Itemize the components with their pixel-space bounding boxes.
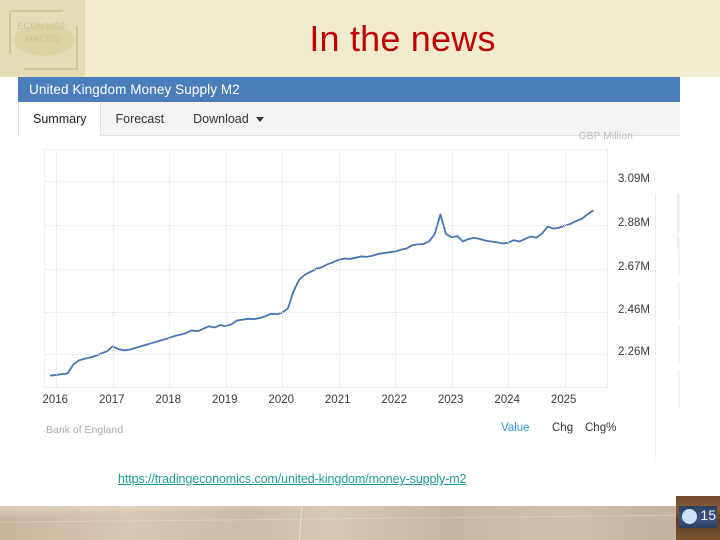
footer-seam-horizontal xyxy=(0,514,720,523)
widget-header: United Kingdom Money Supply M2 xyxy=(18,77,680,102)
y-axis-tick-label: 2.46M xyxy=(618,304,650,317)
logo-ghost-shape xyxy=(14,24,74,56)
tab-download-label: Download xyxy=(193,111,249,126)
rail-divider-line-secondary xyxy=(677,194,678,249)
measure-chg-label: Chg xyxy=(552,422,574,434)
logo-bracket-top-left xyxy=(9,10,63,54)
footer-seam-diagonal xyxy=(298,506,303,540)
grid-line-vertical xyxy=(282,150,284,387)
x-axis-tick-label: 2018 xyxy=(155,394,182,406)
y-axis-unit-label: GBP Million xyxy=(578,131,633,142)
x-axis-tick-label: 2025 xyxy=(550,394,577,406)
grid-line-vertical xyxy=(338,150,340,387)
y-axis-tick-label: 2.88M xyxy=(618,216,650,229)
right-side-panel-rail xyxy=(678,194,680,414)
slide-title-band: ECON1050: MACRO In the news xyxy=(0,0,720,77)
tab-download[interactable]: Download xyxy=(179,102,279,135)
chevron-down-icon xyxy=(255,117,264,122)
x-axis-tick-label: 2020 xyxy=(268,394,295,406)
measure-value-label: Value xyxy=(501,422,530,434)
rail-divider-line xyxy=(655,194,656,458)
grid-line-vertical xyxy=(564,150,566,387)
slide-number: 15 xyxy=(700,507,716,523)
grid-line-vertical xyxy=(395,150,397,387)
tab-summary[interactable]: Summary xyxy=(18,102,102,136)
course-logo: ECON1050: MACRO xyxy=(0,0,85,77)
grid-line-horizontal xyxy=(45,181,607,183)
x-axis-tick-label: 2021 xyxy=(324,394,351,406)
tab-forecast-label: Forecast xyxy=(115,111,165,126)
x-axis-tick-label: 2017 xyxy=(98,394,125,406)
slide-number-badge: 15 xyxy=(676,496,720,540)
tab-summary-label: Summary xyxy=(33,112,87,126)
chart-plot-area[interactable] xyxy=(44,149,608,388)
slide-footer-image xyxy=(0,506,720,540)
measure-chg-button[interactable]: Chg xyxy=(552,422,573,434)
grid-line-horizontal xyxy=(45,312,607,314)
grid-line-vertical xyxy=(112,150,114,387)
money-supply-line-chart xyxy=(49,209,594,377)
x-axis-tick-label: 2023 xyxy=(437,394,464,406)
x-axis-tick-label: 2024 xyxy=(494,394,520,406)
y-axis-tick-label: 2.26M xyxy=(618,345,650,358)
side-panel-item[interactable] xyxy=(678,282,680,320)
x-axis-tick-label: 2019 xyxy=(211,394,238,406)
grid-line-horizontal xyxy=(45,268,607,270)
source-url-link[interactable]: https://tradingeconomics.com/united-king… xyxy=(118,472,467,486)
x-axis-tick-label: 2016 xyxy=(42,394,69,406)
page-title: In the news xyxy=(309,17,496,59)
measure-value-button[interactable]: Value xyxy=(501,422,530,434)
grid-line-horizontal xyxy=(45,224,607,226)
badge-orb-icon xyxy=(682,509,697,524)
widget-header-title: United Kingdom Money Supply M2 xyxy=(29,82,240,97)
grid-line-vertical xyxy=(451,150,453,387)
grid-line-vertical xyxy=(508,150,510,387)
y-axis-tick-label: 2.67M xyxy=(618,260,650,273)
chart-region: GBP Million 3.09M 2.88M 2.67M 2.46M 2.26M 20… xyxy=(18,131,680,458)
measure-chgpct-label: Chg% xyxy=(585,422,617,434)
side-panel-item[interactable] xyxy=(678,326,680,364)
grid-line-vertical xyxy=(56,150,58,387)
grid-line-vertical xyxy=(169,150,171,387)
y-axis-tick-label: 3.09M xyxy=(618,173,650,186)
course-logo-line1: ECON1050: xyxy=(17,21,68,31)
chart-source: Bank of England xyxy=(46,424,124,436)
side-panel-item[interactable] xyxy=(678,238,680,276)
side-panel-item[interactable] xyxy=(678,194,680,232)
grid-line-vertical xyxy=(225,150,227,387)
course-logo-line2: MACRO xyxy=(25,34,60,44)
widget-tabbar: Summary Forecast Download xyxy=(18,102,680,136)
x-axis-tick-label: 2022 xyxy=(381,394,407,406)
logo-bracket-bottom-right xyxy=(24,26,78,70)
grid-line-horizontal xyxy=(45,353,607,355)
course-logo-text: ECON1050: MACRO xyxy=(0,20,85,46)
side-panel-item[interactable] xyxy=(678,370,680,408)
tab-forecast[interactable]: Forecast xyxy=(101,102,179,135)
measure-chgpct-button[interactable]: Chg% xyxy=(585,422,616,434)
series-line xyxy=(49,209,594,377)
trading-economics-widget: United Kingdom Money Supply M2 Summary F… xyxy=(18,77,680,458)
